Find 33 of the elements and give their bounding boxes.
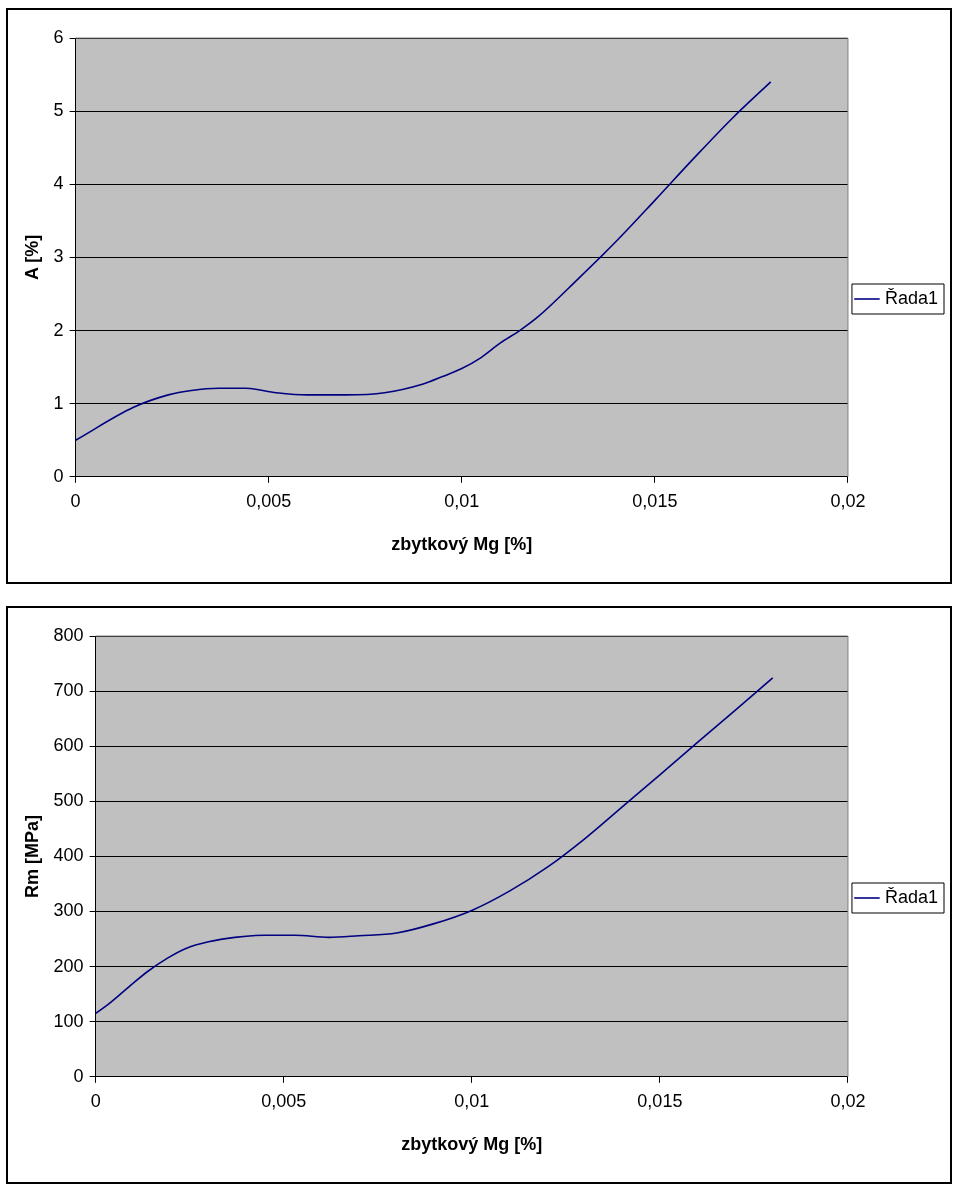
y-tick-label: 100 [53, 1010, 84, 1031]
y-tick-label: 700 [53, 680, 84, 701]
line-series [95, 677, 774, 1015]
legend-label: Řada1 [884, 886, 938, 907]
y-tick-label: 400 [53, 845, 84, 866]
y-tick-label: 0 [73, 1065, 84, 1086]
y-axis-title: Rm [MPa] [21, 814, 42, 898]
y-tick-label: 5 [53, 100, 64, 121]
y-axis-title: A [%] [21, 234, 42, 281]
y-tick-label: 6 [53, 26, 64, 47]
x-axis-title: zbytkový Mg [%] [391, 534, 533, 555]
y-tick-label: 0 [53, 465, 64, 486]
y-tick-label: 2 [53, 319, 64, 340]
x-tick-label: 0,02 [830, 490, 866, 511]
x-tick-label: 0,005 [261, 1090, 307, 1111]
legend-label: Řada1 [884, 287, 938, 308]
y-tick-label: 500 [53, 790, 84, 811]
y-tick-label: 1 [53, 392, 64, 413]
y-tick-label: 200 [53, 955, 84, 976]
y-tick-label: 600 [53, 735, 84, 756]
x-tick-label: 0,015 [632, 490, 678, 511]
x-tick-label: 0,01 [444, 490, 480, 511]
x-tick-label: 0,015 [637, 1090, 683, 1111]
x-tick-label: 0,005 [246, 490, 292, 511]
y-tick-label: 4 [53, 173, 64, 194]
x-tick-label: 0,02 [830, 1090, 866, 1111]
x-tick-label: 0,01 [454, 1090, 490, 1111]
y-tick-label: 300 [53, 900, 84, 921]
line-series [75, 81, 772, 442]
x-axis-title: zbytkový Mg [%] [401, 1134, 543, 1155]
y-tick-label: 3 [53, 246, 64, 267]
x-tick-label: 0 [90, 1090, 101, 1111]
y-tick-label: 800 [53, 624, 84, 645]
